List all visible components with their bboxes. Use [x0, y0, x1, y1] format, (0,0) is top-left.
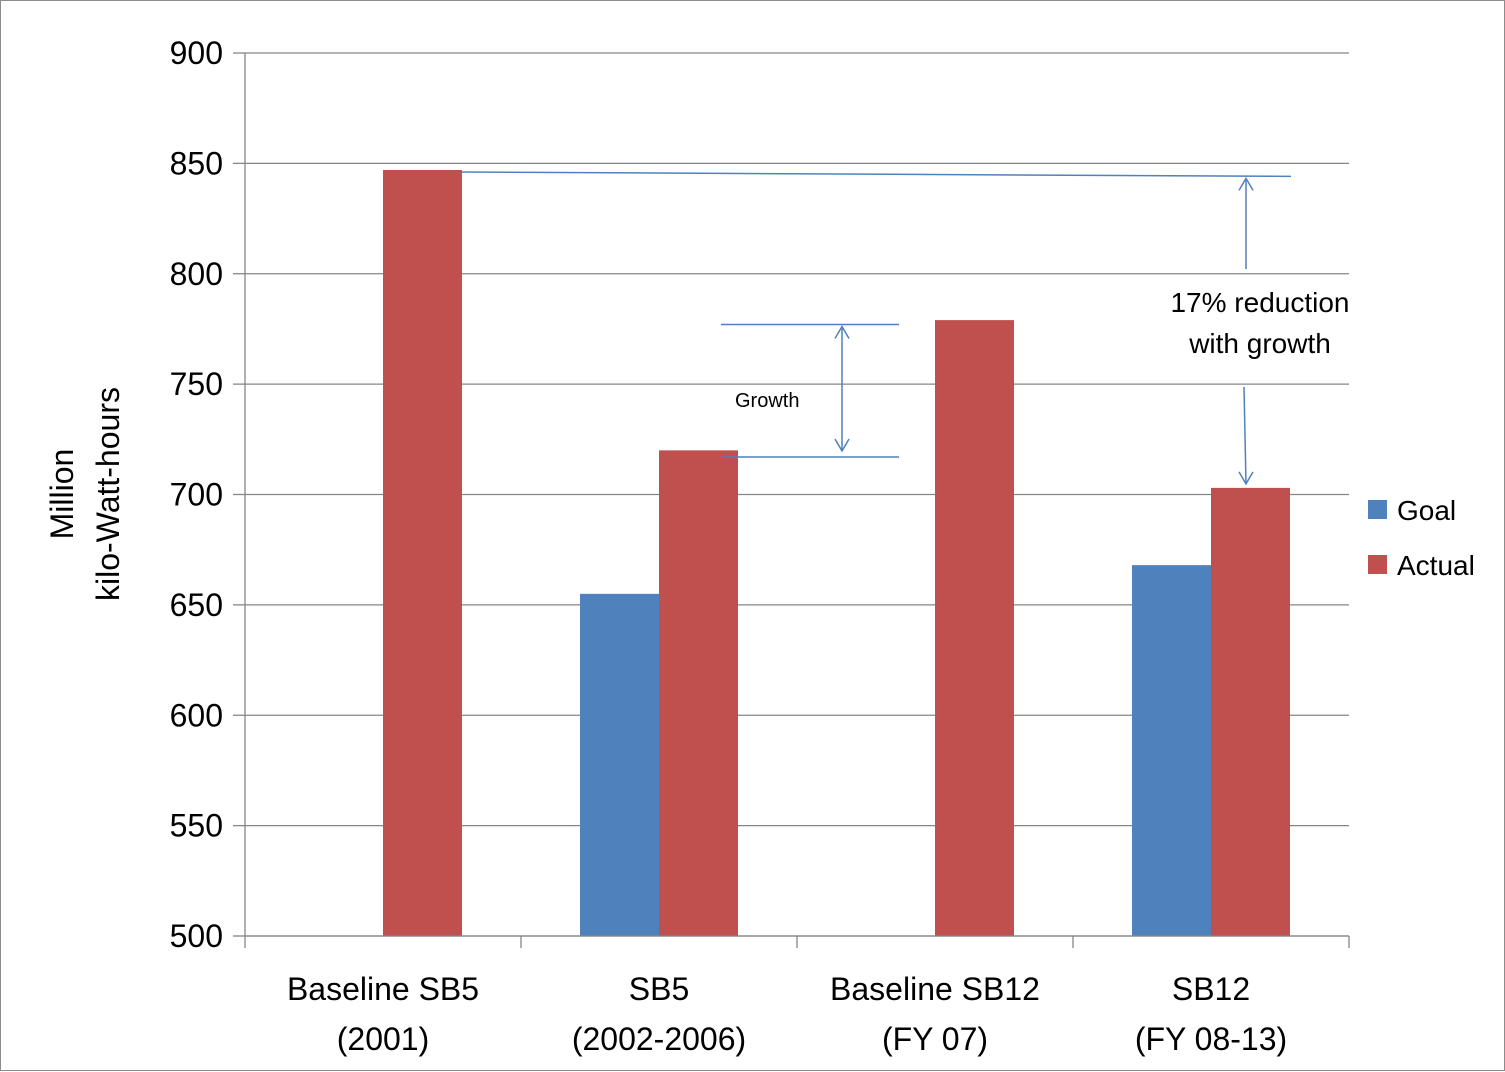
bars [383, 169, 1290, 936]
x-category-label: SB12 (FY 08-13) [1135, 971, 1287, 1057]
arrowhead [1238, 471, 1254, 486]
x-category-label: Baseline SB12 (FY 07) [830, 971, 1040, 1057]
y-tick-labels: 500 550 600 650 700 750 800 850 900 [170, 35, 223, 954]
y-tick-label: 550 [170, 808, 223, 844]
y-tick-label: 650 [170, 587, 223, 623]
x-category-labels: Baseline SB5 (2001) SB5 (2002-2006) Baseline… [287, 971, 1287, 1057]
legend-swatch-goal [1368, 500, 1387, 519]
legend-label-goal: Goal [1397, 495, 1456, 526]
arrowhead [1238, 176, 1254, 191]
y-tick-label: 750 [170, 366, 223, 402]
legend: Goal Actual [1368, 495, 1475, 581]
arrowhead [834, 325, 850, 339]
y-tick-label: 700 [170, 477, 223, 513]
annotations: Growth 17% reduction with growth [461, 171, 1350, 486]
arrowhead [834, 438, 850, 453]
bar-actual-0 [383, 169, 462, 936]
y-tick-label: 600 [170, 697, 223, 733]
x-category-label: SB5 (2002-2006) [572, 971, 746, 1057]
reduction-reference-line [461, 171, 1292, 178]
bar-actual-2 [935, 320, 1014, 936]
legend-label-actual: Actual [1397, 550, 1475, 581]
y-axis-title: Million kilo-Watt-hours [44, 387, 126, 601]
bar-goal-3 [1132, 565, 1211, 936]
y-axis-title-text: Million kilo-Watt-hours [44, 387, 126, 601]
growth-label: Growth [735, 390, 799, 412]
y-tick-label: 900 [170, 35, 223, 71]
bar-actual-3 [1211, 487, 1290, 936]
y-tick-label: 850 [170, 145, 223, 181]
y-tick-label: 800 [170, 256, 223, 292]
y-tick-label: 500 [170, 918, 223, 954]
x-category-label: Baseline SB5 (2001) [287, 971, 479, 1057]
reduction-label: 17% reduction with growth [1170, 287, 1349, 359]
reduction-arrow-down-shaft [1243, 386, 1247, 484]
bar-actual-1 [659, 450, 738, 936]
legend-swatch-actual [1368, 555, 1387, 574]
axes [233, 52, 1350, 948]
bar-goal-1 [580, 593, 659, 936]
